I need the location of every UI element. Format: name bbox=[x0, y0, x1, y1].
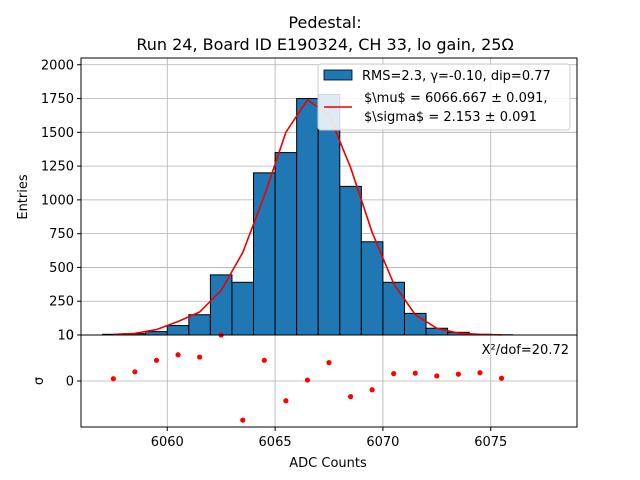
y-tick-label: 1750 bbox=[41, 92, 74, 107]
legend-box bbox=[317, 63, 571, 131]
residual-point bbox=[391, 371, 397, 377]
legend: RMS=2.3, γ=-0.10, dip=0.77 $\mu$ = 6066.… bbox=[317, 63, 571, 131]
residual-y-axis-label: σ bbox=[32, 377, 47, 385]
x-tick-label: 6075 bbox=[474, 435, 507, 450]
histogram-bar bbox=[231, 281, 255, 336]
histogram-y-ticks: 0 250 500 750 1000 1250 1500 1750 2000 bbox=[41, 58, 81, 344]
y-tick-label: 0 bbox=[66, 329, 74, 344]
gaussian-fit-line bbox=[113, 98, 502, 336]
residual-point bbox=[175, 352, 181, 358]
residual-x-ticks: 6060 6065 6070 6075 bbox=[151, 427, 507, 450]
residual-point bbox=[304, 377, 311, 383]
histogram-bar bbox=[296, 98, 319, 336]
residual-point bbox=[283, 398, 289, 404]
residual-point bbox=[369, 387, 375, 393]
y-tick-label: 10 bbox=[57, 329, 74, 344]
y-tick-label: 2000 bbox=[41, 58, 74, 73]
y-tick-label: 250 bbox=[49, 295, 74, 310]
residual-point bbox=[197, 354, 203, 360]
chart-title-line1: Pedestal: bbox=[288, 13, 361, 32]
histogram-bar bbox=[339, 185, 362, 336]
residual-point bbox=[132, 369, 138, 375]
x-tick-label: 6065 bbox=[259, 435, 292, 450]
histogram-bar bbox=[360, 241, 384, 336]
residual-point bbox=[153, 357, 160, 363]
chart-title-line2: Run 24, Board ID E190324, CH 33, lo gain… bbox=[136, 35, 513, 54]
y-tick-label: 1250 bbox=[41, 160, 74, 175]
residual-points bbox=[110, 332, 505, 423]
histogram-bar bbox=[403, 312, 427, 336]
histogram-bar bbox=[317, 93, 341, 336]
y-tick-label: 0 bbox=[66, 375, 74, 390]
legend-fit-label-mu: $\mu$ = 6066.667 ± 0.091, bbox=[364, 91, 548, 106]
y-tick-label: 500 bbox=[49, 261, 74, 276]
x-axis-label: ADC Counts bbox=[289, 456, 367, 471]
residual-point bbox=[434, 373, 440, 379]
residual-point bbox=[261, 357, 267, 363]
legend-fit-label-sigma: $\sigma$ = 2.153 ± 0.091 bbox=[364, 110, 537, 125]
histogram-y-axis-label: Entries bbox=[16, 174, 31, 220]
histogram-bar bbox=[166, 325, 190, 336]
histogram-bars bbox=[102, 93, 513, 336]
residual-point bbox=[347, 394, 354, 400]
histogram-bar bbox=[209, 274, 233, 336]
histogram-bar bbox=[382, 281, 405, 336]
chi2-annotation: X²/dof=20.72 bbox=[482, 343, 569, 358]
residual-y-ticks: 010 bbox=[57, 329, 81, 390]
residual-point bbox=[498, 375, 505, 381]
residual-point bbox=[110, 376, 116, 382]
histogram-bar bbox=[274, 152, 298, 336]
legend-histogram-swatch bbox=[323, 69, 353, 81]
residual-point bbox=[477, 370, 483, 376]
residual-point bbox=[326, 360, 332, 366]
residual-point bbox=[455, 371, 461, 377]
legend-histogram-label: RMS=2.3, γ=-0.10, dip=0.77 bbox=[362, 69, 551, 84]
x-tick-label: 6060 bbox=[151, 435, 184, 450]
residual-point bbox=[240, 417, 246, 423]
y-tick-label: 750 bbox=[49, 227, 74, 242]
residual-point bbox=[412, 370, 418, 376]
x-tick-label: 6070 bbox=[366, 435, 399, 450]
y-tick-label: 1500 bbox=[41, 126, 74, 141]
histogram-bar bbox=[145, 331, 168, 336]
y-tick-label: 1000 bbox=[41, 193, 74, 208]
histogram-bar bbox=[188, 314, 211, 336]
